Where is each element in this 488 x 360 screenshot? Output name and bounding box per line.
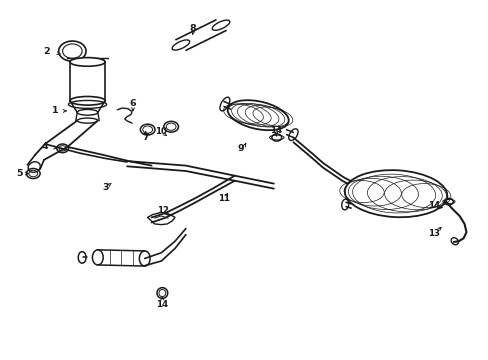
Ellipse shape [70,58,105,66]
Text: 14: 14 [427,202,439,210]
Text: 10: 10 [155,127,167,136]
Ellipse shape [344,170,447,217]
Text: 12: 12 [157,206,168,215]
Text: 5: 5 [16,169,23,178]
Text: 2: 2 [43,48,50,57]
Text: 4: 4 [41,141,48,150]
Ellipse shape [92,250,103,265]
Text: 13: 13 [427,230,439,239]
Text: 3: 3 [102,184,108,192]
Text: 14: 14 [270,126,282,135]
Text: 6: 6 [129,99,136,108]
Text: 9: 9 [237,144,244,153]
Text: 1: 1 [51,107,58,115]
Text: 14: 14 [156,300,168,309]
Text: 7: 7 [142,133,149,142]
Text: 8: 8 [189,24,196,33]
Text: 11: 11 [218,194,229,203]
